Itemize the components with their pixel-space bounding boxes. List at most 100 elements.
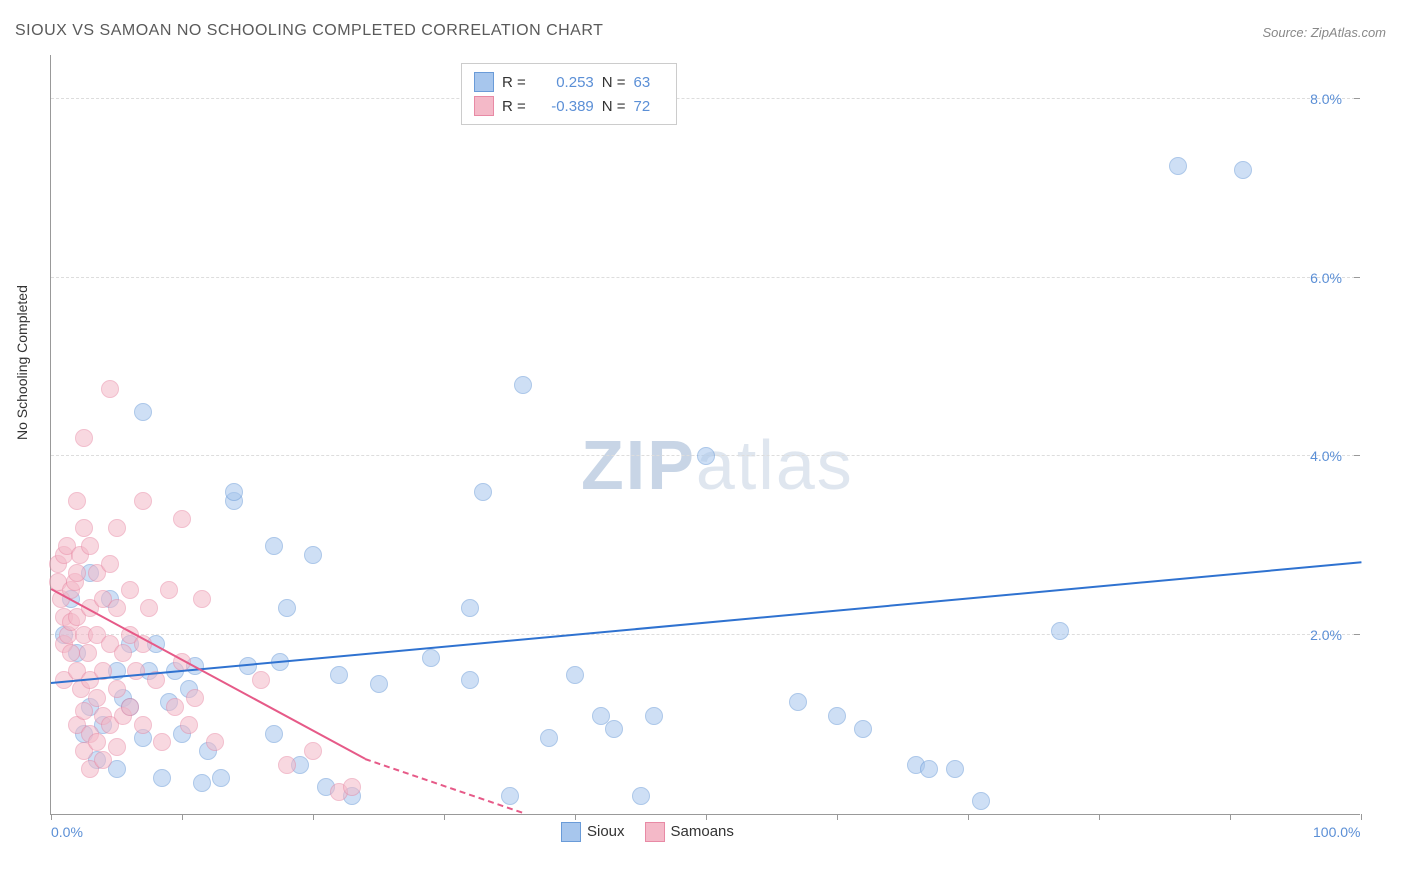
scatter-point bbox=[114, 644, 132, 662]
x-tick bbox=[444, 814, 445, 820]
y-axis-label: No Schooling Completed bbox=[14, 285, 30, 440]
scatter-point bbox=[153, 733, 171, 751]
scatter-point bbox=[854, 720, 872, 738]
scatter-point bbox=[540, 729, 558, 747]
gridline bbox=[51, 98, 1360, 99]
legend-swatch bbox=[561, 822, 581, 842]
scatter-point bbox=[108, 599, 126, 617]
scatter-point bbox=[134, 492, 152, 510]
scatter-point bbox=[206, 733, 224, 751]
gridline bbox=[51, 277, 1360, 278]
scatter-point bbox=[88, 733, 106, 751]
x-tick bbox=[51, 814, 52, 820]
scatter-point bbox=[81, 537, 99, 555]
legend-label: Samoans bbox=[671, 823, 734, 840]
scatter-point bbox=[79, 644, 97, 662]
source-attribution: Source: ZipAtlas.com bbox=[1262, 25, 1386, 40]
x-tick bbox=[1099, 814, 1100, 820]
scatter-point bbox=[173, 510, 191, 528]
scatter-point bbox=[605, 720, 623, 738]
scatter-point bbox=[304, 742, 322, 760]
y-tick bbox=[1354, 277, 1360, 278]
y-tick-label: 6.0% bbox=[1310, 270, 1342, 286]
chart-plot-area: ZIPatlas R = 0.253 N = 63 R = -0.389 N =… bbox=[50, 55, 1360, 815]
x-tick bbox=[1230, 814, 1231, 820]
y-tick-label: 8.0% bbox=[1310, 91, 1342, 107]
x-tick bbox=[182, 814, 183, 820]
scatter-point bbox=[180, 716, 198, 734]
scatter-point bbox=[1051, 622, 1069, 640]
scatter-point bbox=[94, 751, 112, 769]
y-tick bbox=[1354, 634, 1360, 635]
scatter-point bbox=[68, 492, 86, 510]
scatter-point bbox=[62, 644, 80, 662]
scatter-point bbox=[101, 555, 119, 573]
scatter-point bbox=[972, 792, 990, 810]
x-tick bbox=[575, 814, 576, 820]
scatter-point bbox=[370, 675, 388, 693]
scatter-point bbox=[422, 649, 440, 667]
x-tick bbox=[313, 814, 314, 820]
scatter-point bbox=[461, 599, 479, 617]
scatter-point bbox=[140, 599, 158, 617]
scatter-point bbox=[160, 581, 178, 599]
gridline bbox=[51, 634, 1360, 635]
legend-label: Sioux bbox=[587, 823, 625, 840]
correlation-legend: R = 0.253 N = 63 R = -0.389 N = 72 bbox=[461, 63, 677, 125]
scatter-point bbox=[278, 756, 296, 774]
scatter-point bbox=[108, 680, 126, 698]
x-tick-label: 0.0% bbox=[51, 824, 83, 840]
x-tick bbox=[706, 814, 707, 820]
scatter-point bbox=[1169, 157, 1187, 175]
scatter-point bbox=[632, 787, 650, 805]
legend-swatch bbox=[645, 822, 665, 842]
chart-title: SIOUX VS SAMOAN NO SCHOOLING COMPLETED C… bbox=[15, 22, 603, 40]
scatter-point bbox=[68, 564, 86, 582]
legend-row-sioux: R = 0.253 N = 63 bbox=[474, 70, 664, 94]
scatter-point bbox=[697, 447, 715, 465]
scatter-point bbox=[343, 778, 361, 796]
watermark: ZIPatlas bbox=[581, 425, 854, 505]
scatter-point bbox=[212, 769, 230, 787]
scatter-point bbox=[566, 666, 584, 684]
scatter-point bbox=[304, 546, 322, 564]
scatter-point bbox=[75, 519, 93, 537]
scatter-point bbox=[278, 599, 296, 617]
scatter-point bbox=[108, 519, 126, 537]
scatter-point bbox=[265, 725, 283, 743]
series-legend: Sioux Samoans bbox=[561, 822, 734, 842]
scatter-point bbox=[514, 376, 532, 394]
scatter-point bbox=[75, 429, 93, 447]
x-tick-label: 100.0% bbox=[1313, 824, 1360, 840]
scatter-point bbox=[108, 738, 126, 756]
y-tick-label: 4.0% bbox=[1310, 448, 1342, 464]
scatter-point bbox=[186, 689, 204, 707]
y-tick bbox=[1354, 98, 1360, 99]
x-tick bbox=[968, 814, 969, 820]
x-tick bbox=[1361, 814, 1362, 820]
scatter-point bbox=[75, 702, 93, 720]
scatter-point bbox=[789, 693, 807, 711]
scatter-point bbox=[121, 581, 139, 599]
scatter-point bbox=[134, 716, 152, 734]
x-tick bbox=[837, 814, 838, 820]
scatter-point bbox=[225, 483, 243, 501]
scatter-point bbox=[265, 537, 283, 555]
scatter-point bbox=[121, 698, 139, 716]
legend-item: Sioux bbox=[561, 822, 625, 842]
scatter-point bbox=[166, 698, 184, 716]
scatter-point bbox=[153, 769, 171, 787]
scatter-point bbox=[920, 760, 938, 778]
scatter-point bbox=[828, 707, 846, 725]
scatter-point bbox=[501, 787, 519, 805]
scatter-point bbox=[252, 671, 270, 689]
scatter-point bbox=[946, 760, 964, 778]
y-tick bbox=[1354, 455, 1360, 456]
scatter-point bbox=[134, 403, 152, 421]
scatter-point bbox=[330, 666, 348, 684]
scatter-point bbox=[193, 590, 211, 608]
scatter-point bbox=[193, 774, 211, 792]
scatter-point bbox=[1234, 161, 1252, 179]
scatter-point bbox=[127, 662, 145, 680]
scatter-point bbox=[645, 707, 663, 725]
